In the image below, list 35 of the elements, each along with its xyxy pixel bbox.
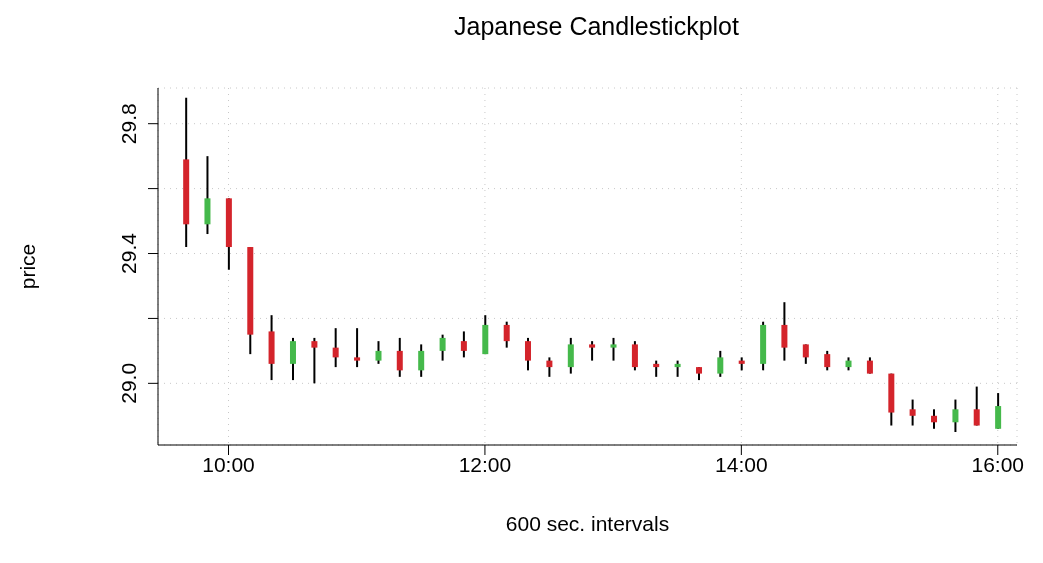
y-tick-label: 29.4 xyxy=(117,232,140,274)
candlestick xyxy=(909,398,916,427)
candlestick xyxy=(503,320,510,349)
candlestick xyxy=(354,327,361,369)
candlestick xyxy=(524,336,531,372)
candlestick xyxy=(631,340,638,372)
candlestick xyxy=(332,327,339,369)
candlestick xyxy=(717,349,724,378)
candlestick xyxy=(952,398,959,434)
candlestick xyxy=(418,343,425,378)
x-tick-label: 10:00 xyxy=(202,452,255,476)
candlestick xyxy=(439,333,446,362)
candlestick xyxy=(824,349,831,372)
candlestick xyxy=(589,340,596,362)
chart-title: Japanese Candlestickplot xyxy=(453,12,740,41)
candlestick xyxy=(375,340,382,365)
candlestick xyxy=(973,385,980,427)
y-tick-label: 29.0 xyxy=(117,362,140,404)
x-tick-label: 14:00 xyxy=(715,452,768,476)
candlestick xyxy=(289,336,296,382)
y-axis-title: price xyxy=(16,243,40,290)
candlestick xyxy=(546,356,553,378)
x-tick-label: 12:00 xyxy=(458,452,512,476)
candlestick xyxy=(610,336,617,362)
candlestick xyxy=(995,392,1002,430)
candlestick xyxy=(802,343,809,365)
candlestick xyxy=(396,336,403,378)
y-tick-label: 29.8 xyxy=(117,103,140,145)
candlestick xyxy=(567,336,574,375)
candlestick xyxy=(311,336,318,385)
x-axis-title: 600 sec. intervals xyxy=(505,512,670,535)
candlestick xyxy=(781,301,788,362)
candlestick xyxy=(931,408,938,430)
x-tick-label: 16:00 xyxy=(971,452,1025,476)
candlestick xyxy=(460,330,467,359)
